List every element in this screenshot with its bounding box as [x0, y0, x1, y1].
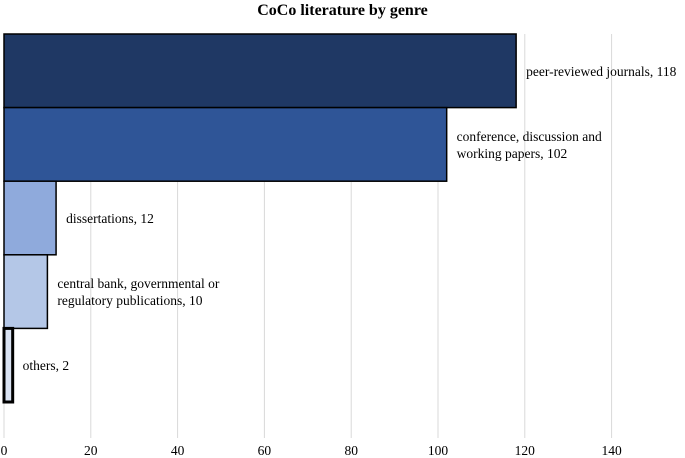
x-tick-label: 80	[344, 443, 358, 458]
x-tick-label: 140	[601, 443, 622, 458]
data-label: dissertations, 12	[66, 211, 154, 226]
chart-title: CoCo literature by genre	[257, 2, 428, 19]
bars	[2, 33, 517, 404]
data-label: peer-reviewed journals, 118	[526, 64, 677, 79]
bar	[3, 33, 517, 109]
x-tick-label: 0	[1, 443, 8, 458]
x-tick-label: 60	[258, 443, 272, 458]
x-axis-ticks: 0 20 40 60 80 100 120 140	[1, 443, 622, 458]
data-label: others, 2	[23, 358, 70, 373]
data-labels: peer-reviewed journals, 118 conference, d…	[23, 64, 677, 373]
data-label: central bank, governmental or regulatory …	[57, 276, 219, 308]
data-label: conference, discussion and working papers…	[457, 129, 602, 161]
bar	[3, 106, 448, 182]
x-tick-label: 40	[171, 443, 185, 458]
bar	[2, 326, 15, 404]
x-tick-label: 100	[428, 443, 449, 458]
x-tick-label: 120	[515, 443, 536, 458]
bar	[3, 254, 49, 330]
bar	[3, 180, 57, 256]
x-tick-label: 20	[84, 443, 98, 458]
